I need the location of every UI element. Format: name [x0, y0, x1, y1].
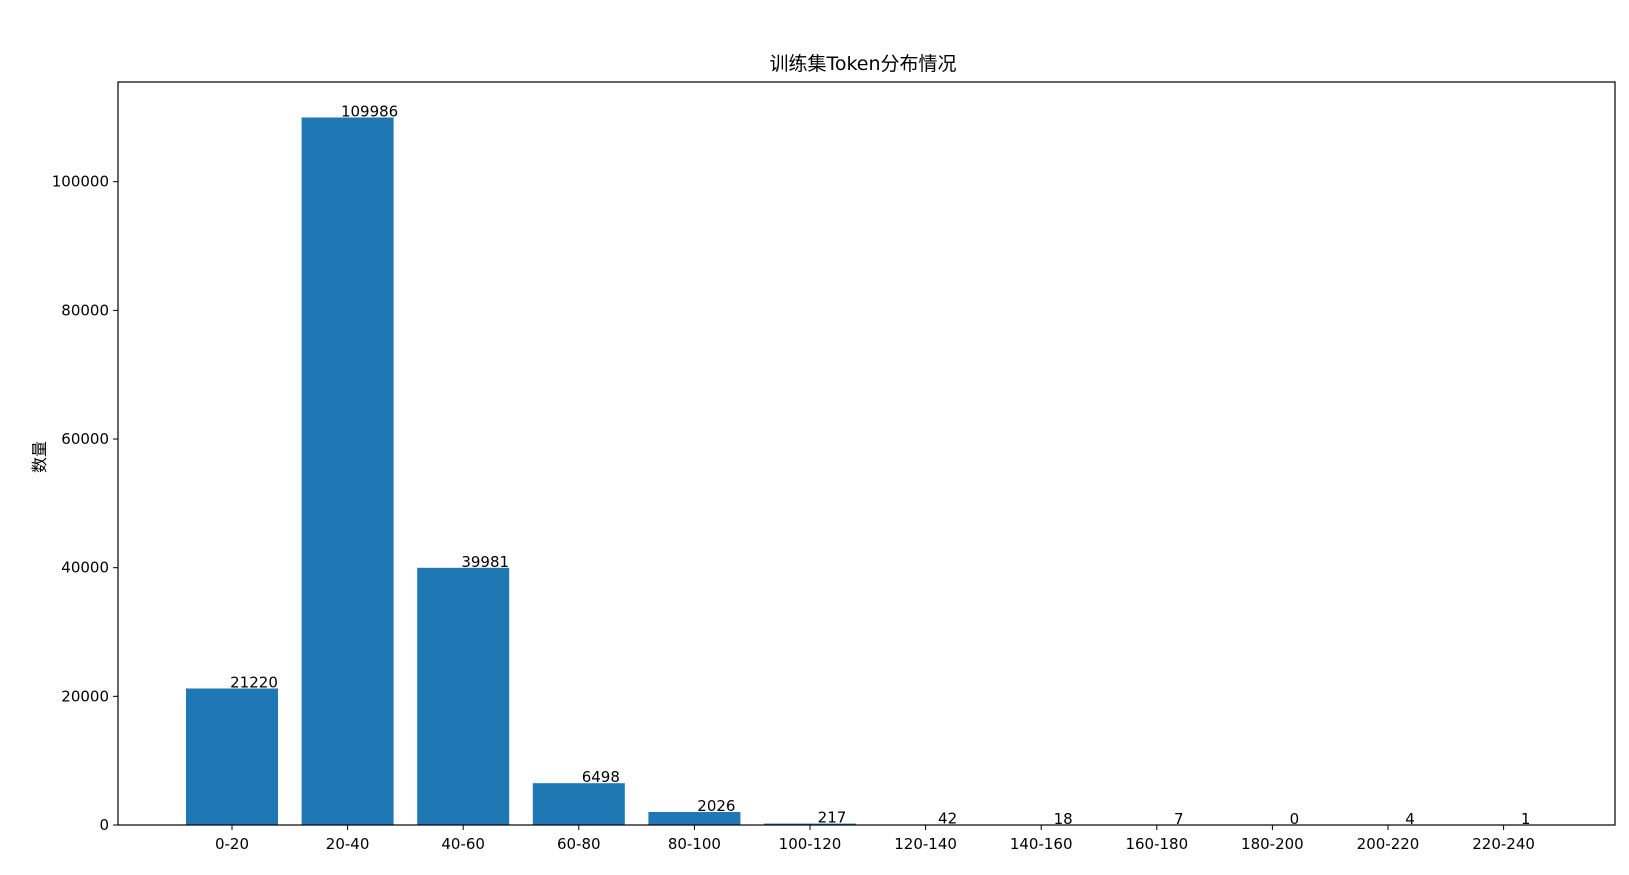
x-tick-label: 100-120: [779, 835, 842, 853]
bar-value-label: 1: [1521, 810, 1531, 828]
bar-60-80: [532, 783, 625, 825]
bar-labels-group: 21220 109986 39981 6498 2026 217 42 18 7 0 4 1: [230, 102, 1530, 828]
x-tick-label: 60-80: [557, 835, 601, 853]
y-tick-label: 60000: [61, 430, 109, 448]
x-tick-label: 20-40: [326, 835, 370, 853]
bar-40-60: [417, 567, 510, 825]
x-tick-label: 120-140: [894, 835, 957, 853]
bar-value-label: 7: [1174, 810, 1184, 828]
y-tick-label: 80000: [61, 301, 109, 319]
bar-value-label: 0: [1290, 810, 1300, 828]
bar-100-120: [764, 823, 856, 825]
x-tick-label: 40-60: [441, 835, 485, 853]
x-tick-label: 200-220: [1357, 835, 1420, 853]
y-tick-label: 20000: [61, 687, 109, 705]
x-tick-label: 220-240: [1472, 835, 1535, 853]
bar-value-label: 109986: [341, 102, 398, 120]
bar-value-label: 39981: [461, 553, 509, 571]
bar-value-label: 21220: [230, 673, 278, 691]
x-axis: 0-20 20-40 40-60 60-80 80-100 100-120 120-140 1…: [215, 825, 1535, 853]
bar-0-20: [186, 688, 278, 825]
bar-value-label: 4: [1405, 810, 1415, 828]
bar-value-label: 42: [938, 810, 957, 828]
x-tick-label: 160-180: [1125, 835, 1188, 853]
bar-20-40: [301, 117, 394, 826]
y-tick-label: 0: [99, 816, 109, 834]
x-tick-label: 180-200: [1241, 835, 1304, 853]
y-axis: 0 20000 40000 60000 80000 100000: [52, 173, 118, 834]
chart-title: 训练集Token分布情况: [769, 53, 956, 75]
bar-value-label: 2026: [697, 797, 735, 815]
bar-value-label: 18: [1054, 810, 1073, 828]
bar-value-label: 217: [818, 809, 847, 827]
y-axis-label: 数量: [30, 441, 49, 473]
y-tick-label: 100000: [52, 173, 109, 191]
x-tick-label: 80-100: [668, 835, 721, 853]
x-tick-label: 0-20: [215, 835, 249, 853]
bar-value-label: 6498: [582, 768, 620, 786]
bars-group: [186, 117, 1550, 826]
plot-frame: [117, 81, 1616, 826]
y-tick-label: 40000: [61, 559, 109, 577]
x-tick-label: 140-160: [1010, 835, 1073, 853]
bar-80-100: [648, 811, 741, 825]
